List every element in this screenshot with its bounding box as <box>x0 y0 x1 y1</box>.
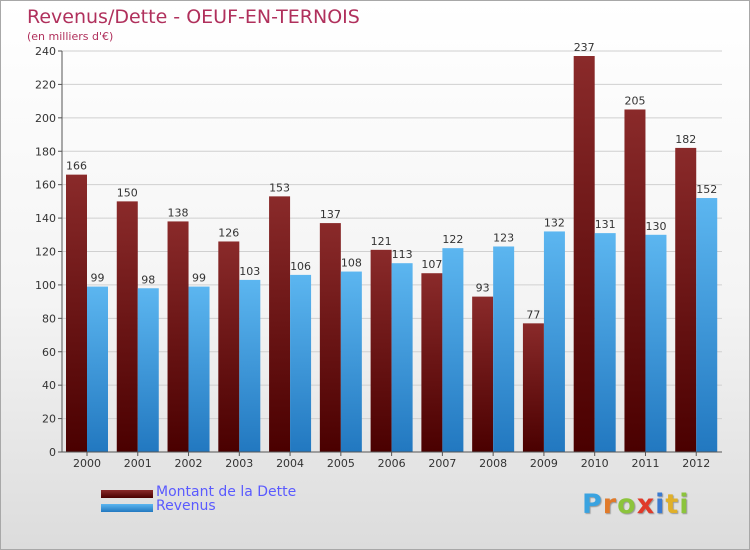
logo-letter: i <box>679 489 690 520</box>
bar-debt-2001 <box>116 201 138 452</box>
bar-debt-2007 <box>421 273 443 452</box>
data-label-debt-2001: 150 <box>117 186 138 199</box>
data-label-debt-2008: 93 <box>476 282 490 295</box>
x-tick-label-2001: 2001 <box>124 457 152 470</box>
y-tick-label: 200 <box>35 112 56 125</box>
data-label-debt-2006: 121 <box>371 235 392 248</box>
x-tick-label-2002: 2002 <box>175 457 203 470</box>
bar-revenue-2005 <box>340 271 362 452</box>
y-tick-label: 180 <box>35 145 56 158</box>
x-tick-label-2006: 2006 <box>378 457 406 470</box>
x-tick-label-2009: 2009 <box>530 457 558 470</box>
data-label-debt-2000: 166 <box>66 160 87 173</box>
data-label-debt-2011: 205 <box>624 94 645 107</box>
bar-debt-2009 <box>522 323 544 452</box>
bar-debt-2006 <box>370 249 392 452</box>
bar-revenue-2003 <box>239 279 261 452</box>
bar-revenue-2008 <box>493 246 515 452</box>
y-tick-label: 80 <box>42 312 56 325</box>
data-label-debt-2010: 237 <box>574 41 595 54</box>
x-tick-label-2012: 2012 <box>682 457 710 470</box>
logo-letter: x <box>636 489 656 520</box>
data-label-revenue-2001: 98 <box>141 273 155 286</box>
bar-debt-2010 <box>573 56 595 452</box>
bar-debt-2003 <box>218 241 240 452</box>
bar-debt-2002 <box>167 221 189 452</box>
legend-swatch-debt <box>101 490 153 498</box>
data-label-revenue-2011: 130 <box>645 220 666 233</box>
bar-revenue-2000 <box>87 286 108 452</box>
y-tick-label: 100 <box>35 279 56 292</box>
x-tick-label-2010: 2010 <box>581 457 609 470</box>
x-tick-label-2007: 2007 <box>428 457 456 470</box>
y-tick-label: 40 <box>42 379 56 392</box>
legend-label-debt: Montant de la Dette <box>156 484 297 500</box>
data-label-revenue-2010: 131 <box>595 218 616 231</box>
data-label-debt-2012: 182 <box>675 133 696 146</box>
data-label-debt-2004: 153 <box>269 181 290 194</box>
x-tick-label-2004: 2004 <box>276 457 304 470</box>
bar-revenue-2001 <box>137 288 159 452</box>
bar-revenue-2011 <box>645 234 667 452</box>
bar-revenue-2012 <box>696 198 718 452</box>
chart-subtitle: (en milliers d'€) <box>27 30 114 43</box>
data-label-revenue-2004: 106 <box>290 260 311 273</box>
logo-letter: r <box>602 489 618 520</box>
bar-debt-2005 <box>319 223 341 452</box>
y-tick-label: 140 <box>35 212 56 225</box>
bar-revenue-2004 <box>290 274 312 452</box>
data-label-revenue-2005: 108 <box>341 257 362 270</box>
y-tick-label: 60 <box>42 346 56 359</box>
data-label-revenue-2006: 113 <box>392 248 413 261</box>
y-tick-label: 160 <box>35 179 56 192</box>
proxiti-logo: Proxiti <box>582 489 690 520</box>
y-tick-label: 0 <box>49 446 56 459</box>
chart-title: Revenus/Dette - OEUF-EN-TERNOIS <box>27 6 360 28</box>
logo-letter: P <box>582 489 603 520</box>
legend-label-revenue: Revenus <box>156 498 216 514</box>
bar-revenue-2006 <box>391 263 413 452</box>
y-tick-label: 240 <box>35 45 56 58</box>
data-label-debt-2003: 126 <box>218 226 239 239</box>
data-label-revenue-2008: 123 <box>493 231 514 244</box>
data-label-revenue-2012: 152 <box>696 183 717 196</box>
bar-revenue-2010 <box>594 233 616 452</box>
y-tick-label: 220 <box>35 78 56 91</box>
x-tick-label-2005: 2005 <box>327 457 355 470</box>
bar-debt-2004 <box>269 196 291 452</box>
bar-debt-2011 <box>624 109 646 453</box>
data-label-debt-2005: 137 <box>320 208 341 221</box>
data-label-revenue-2009: 132 <box>544 216 565 229</box>
data-label-debt-2002: 138 <box>168 206 189 219</box>
y-tick-label: 20 <box>42 413 56 426</box>
x-tick-label-2000: 2000 <box>73 457 101 470</box>
bar-revenue-2007 <box>442 248 464 452</box>
bar-revenue-2002 <box>188 286 210 452</box>
data-label-revenue-2003: 103 <box>239 265 260 278</box>
bar-debt-2000 <box>66 174 87 452</box>
x-tick-label-2011: 2011 <box>631 457 659 470</box>
data-label-revenue-2002: 99 <box>192 272 206 285</box>
bar-revenue-2009 <box>543 231 565 452</box>
logo-letter: o <box>617 489 637 520</box>
data-label-revenue-2007: 122 <box>442 233 463 246</box>
x-tick-label-2008: 2008 <box>479 457 507 470</box>
bar-debt-2008 <box>472 296 494 452</box>
logo-letter: i <box>655 489 666 520</box>
data-label-revenue-2000: 99 <box>91 272 105 285</box>
x-tick-label-2003: 2003 <box>225 457 253 470</box>
y-tick-label: 120 <box>35 246 56 259</box>
data-label-debt-2007: 107 <box>421 258 442 271</box>
logo-letter: t <box>665 489 680 520</box>
bar-debt-2012 <box>675 147 697 453</box>
data-label-debt-2009: 77 <box>526 308 540 321</box>
legend-swatch-revenue <box>101 504 153 512</box>
